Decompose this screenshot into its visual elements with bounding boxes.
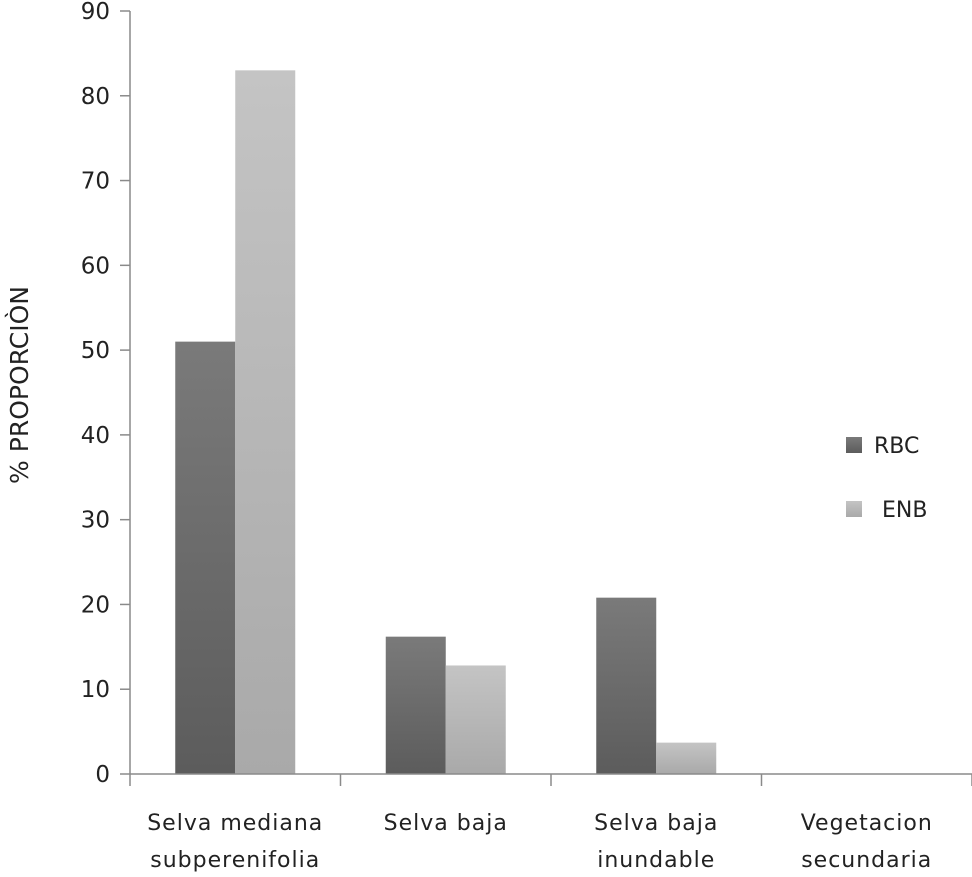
x-category-label: Selva baja (384, 811, 508, 836)
bar-series (175, 70, 717, 775)
bar-rbc (175, 341, 236, 774)
y-tick-label: 70 (81, 169, 110, 195)
y-tick-label: 10 (81, 677, 110, 703)
y-axis-title: % PROPORCIÒN (4, 286, 34, 484)
y-tick-label: 0 (95, 762, 110, 788)
x-category-label-line: inundable (597, 848, 715, 873)
y-tick-label: 40 (81, 423, 110, 449)
x-category-label-line: Vegetacion (801, 811, 933, 836)
legend-label: ENB (882, 498, 927, 523)
y-tick-label: 20 (81, 592, 110, 618)
legend: RBC ENB (846, 434, 927, 523)
x-category-label-line: Selva baja (384, 811, 508, 836)
bar-enb (656, 742, 717, 774)
y-tick-label: 90 (81, 0, 110, 25)
y-tick-label: 80 (81, 84, 110, 110)
legend-swatch (846, 437, 862, 453)
bar-rbc (385, 636, 446, 774)
legend-label: RBC (874, 434, 919, 459)
x-category-label-line: subperenifolia (150, 848, 320, 873)
x-category-label-line: secundaria (801, 848, 932, 873)
x-category-label-line: Selva mediana (147, 811, 323, 836)
legend-swatch (846, 501, 862, 517)
bar-rbc (596, 597, 657, 774)
bar-enb (235, 70, 296, 775)
x-category-label: Vegetacion secundaria (801, 811, 933, 873)
x-category-label: Selva mediana subperenifolia (147, 811, 323, 873)
x-category-label: Selva baja inundable (594, 811, 718, 873)
y-tick-label: 60 (81, 253, 110, 279)
x-category-label-line: Selva baja (594, 811, 718, 836)
y-axis: 0 10 20 30 40 50 60 70 80 90 (81, 0, 131, 788)
y-tick-label: 50 (81, 338, 110, 364)
bar-enb (445, 665, 506, 774)
y-tick-label: 30 (81, 508, 110, 534)
